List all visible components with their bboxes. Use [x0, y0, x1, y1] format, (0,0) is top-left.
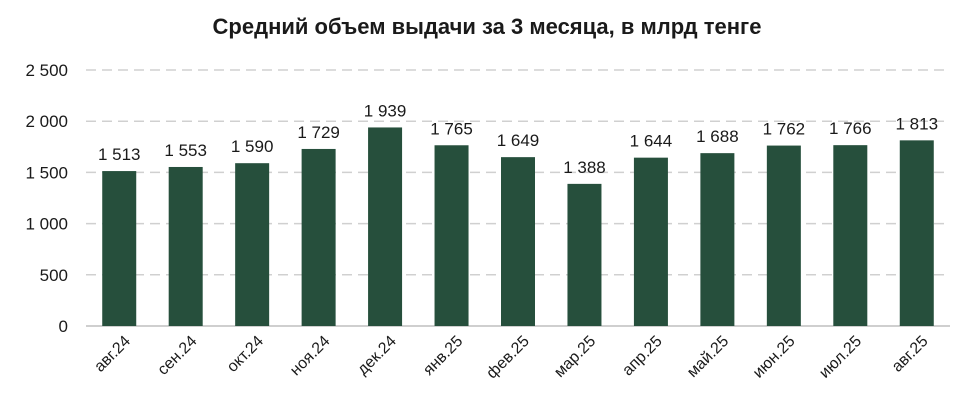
data-labels: 1 513 1 553 1 590 1 729 1 939 1 765 1 649 1 388…: [98, 101, 938, 176]
bar: [235, 163, 270, 326]
bar: [168, 166, 203, 326]
data-label: 1 762: [763, 120, 806, 139]
y-tick-label: 2 000: [25, 112, 68, 131]
x-tick-label: окт.24: [224, 333, 267, 376]
data-label: 1 513: [98, 145, 141, 164]
x-tick-label: ноя.24: [287, 333, 333, 379]
y-tick-label: 1 500: [25, 163, 68, 182]
x-tick-label: мар.25: [551, 333, 599, 381]
x-tick-label: май.25: [684, 333, 732, 381]
bar: [833, 145, 868, 326]
y-tick-label: 500: [40, 266, 68, 285]
x-tick-label: июн.25: [750, 333, 799, 382]
x-axis-ticks: авг.24 сен.24 окт.24 ноя.24 дек.24 янв.25 фев.…: [91, 333, 931, 382]
y-tick-label: 2 500: [25, 61, 68, 80]
x-tick-label: дек.24: [354, 333, 400, 379]
bar: [434, 145, 469, 326]
bar: [501, 157, 535, 326]
y-axis-ticks: 0 500 1 000 1 500 2 000 2 500: [25, 61, 68, 336]
bars: [102, 127, 934, 326]
bar: [766, 145, 801, 326]
x-tick-label: апр.25: [619, 333, 666, 380]
bar: [368, 127, 403, 326]
bar: [301, 148, 336, 326]
bar: [899, 140, 934, 326]
data-label: 1 766: [829, 119, 872, 138]
x-tick-label: июл.25: [816, 333, 865, 382]
data-label: 1 388: [563, 158, 606, 177]
x-tick-label: авг.24: [91, 333, 134, 376]
data-label: 1 813: [895, 114, 938, 133]
y-tick-label: 0: [59, 317, 68, 336]
data-label: 1 729: [297, 123, 340, 142]
bar: [567, 183, 602, 326]
bar: [102, 171, 137, 326]
data-label: 1 644: [630, 132, 673, 151]
chart-title: Средний объем выдачи за 3 месяца, в млрд…: [212, 14, 762, 39]
bar: [700, 153, 735, 326]
x-tick-label: авг.25: [889, 333, 932, 376]
data-label: 1 765: [430, 119, 473, 138]
x-tick-label: фев.25: [483, 333, 532, 382]
data-label: 1 590: [231, 137, 274, 156]
data-label: 1 939: [364, 101, 407, 120]
bar: [633, 157, 668, 326]
data-label: 1 649: [497, 131, 540, 150]
y-tick-label: 1 000: [25, 215, 68, 234]
data-label: 1 553: [164, 141, 207, 160]
x-tick-label: сен.24: [155, 333, 201, 379]
data-label: 1 688: [696, 127, 739, 146]
x-tick-label: янв.25: [420, 333, 466, 379]
